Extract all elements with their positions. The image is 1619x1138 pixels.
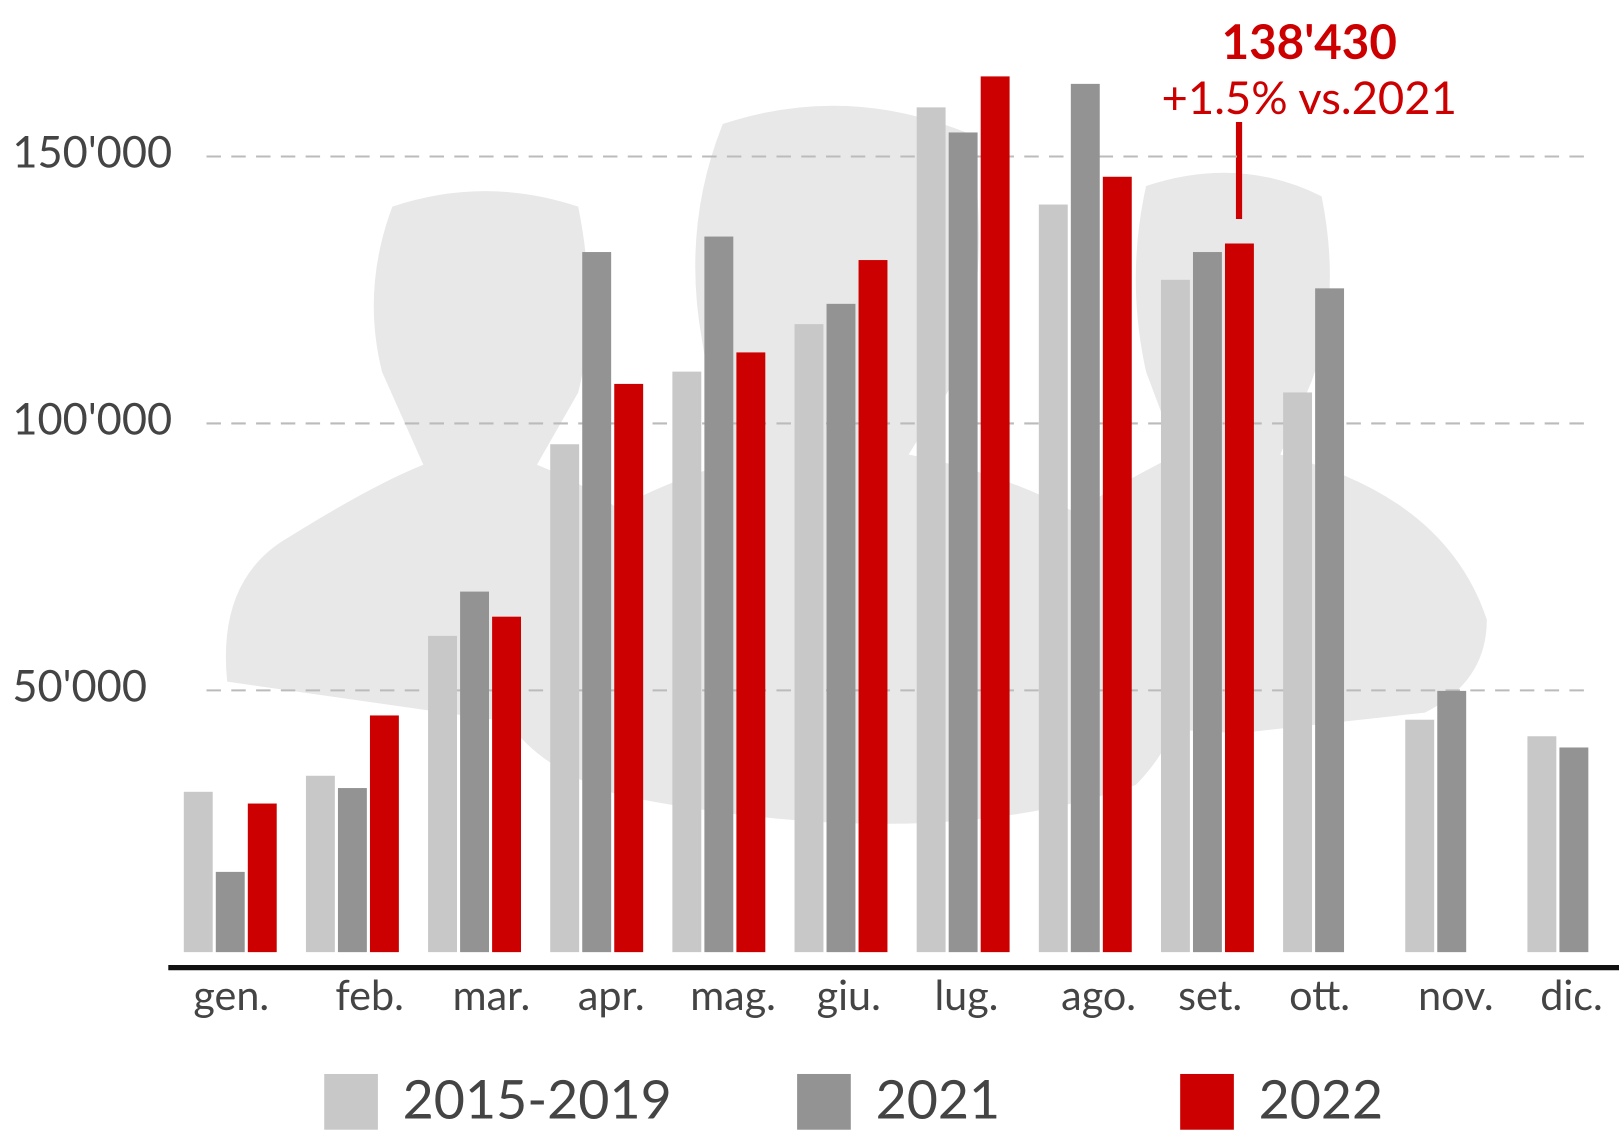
bar: [1315, 288, 1344, 952]
x-tick-label: nov.: [1418, 969, 1494, 1019]
legend-label: 2022: [1259, 1067, 1384, 1131]
bar: [827, 304, 856, 952]
x-tick-label: apr.: [578, 969, 645, 1019]
bar: [614, 384, 643, 952]
x-tick-label: giu.: [817, 969, 881, 1019]
bar: [1283, 392, 1312, 952]
x-tick-label: set.: [1178, 969, 1242, 1019]
bar: [736, 352, 765, 952]
bar: [306, 776, 335, 952]
bar: [1193, 252, 1222, 952]
bar: [216, 872, 245, 952]
legend-label: 2021: [876, 1067, 1001, 1131]
y-tick-label: 100'000: [12, 392, 172, 444]
bar: [338, 788, 367, 952]
bar: [184, 792, 213, 952]
x-tick-label: ago.: [1061, 969, 1136, 1019]
y-tick-label: 50'000: [12, 659, 147, 711]
bar: [704, 237, 733, 953]
bar: [672, 372, 701, 952]
bar: [949, 132, 978, 952]
bar: [492, 617, 521, 952]
bar: [248, 804, 277, 953]
bar: [460, 592, 489, 953]
x-tick-label: gen.: [193, 969, 269, 1019]
legend-swatch: [324, 1074, 378, 1130]
bar: [582, 252, 611, 952]
y-tick-label: 150'000: [12, 125, 172, 177]
x-tick-label: mar.: [453, 969, 531, 1019]
x-tick-label: lug.: [934, 969, 998, 1019]
x-tick-label: mag.: [690, 969, 776, 1019]
annotation-value: 138'430: [1222, 13, 1397, 70]
bar: [1039, 205, 1068, 953]
bar: [1071, 84, 1100, 952]
bar: [428, 636, 457, 952]
bar: [917, 107, 946, 952]
bar: [1437, 691, 1466, 952]
bar: [1161, 280, 1190, 952]
bar: [1225, 244, 1254, 953]
bar: [370, 715, 399, 952]
x-tick-label: dic.: [1540, 969, 1603, 1019]
bar: [795, 324, 824, 952]
bar: [981, 76, 1010, 952]
legend-swatch: [797, 1074, 851, 1130]
legend-label: 2015-2019: [403, 1067, 672, 1131]
bar: [1559, 747, 1588, 952]
bar: [1527, 736, 1556, 952]
legend-swatch: [1180, 1074, 1234, 1130]
bar: [1405, 720, 1434, 952]
x-tick-label: ott.: [1289, 969, 1350, 1019]
chart: 138'430 +1.5% vs.2021 50'000 100'000 150'0…: [0, 0, 1619, 1134]
bar: [550, 444, 579, 952]
bar: [1103, 177, 1132, 952]
x-tick-label: feb.: [335, 969, 403, 1019]
bar: [859, 260, 888, 952]
annotation-text: +1.5% vs.2021: [1162, 69, 1457, 124]
